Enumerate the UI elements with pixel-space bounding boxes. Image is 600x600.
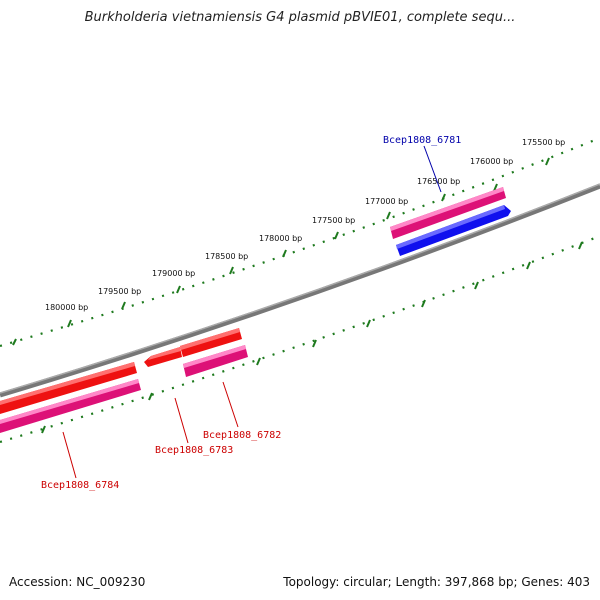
scale-label-176500: 176500 bp [417, 177, 460, 186]
scale-label-176000: 176000 bp [470, 157, 513, 166]
scale-label-175500: 175500 bp [522, 138, 565, 147]
gene-bcep1808-6781-forward[interactable] [390, 187, 506, 239]
accession-text: Accession: NC_009230 [9, 575, 146, 589]
gene-bcep1808-6784-forward[interactable] [0, 362, 137, 414]
backbone-arc-highlight [0, 183, 600, 394]
gene-label-6784[interactable]: Bcep1808_6784 [41, 480, 119, 491]
gene-bcep1808-6782-forward[interactable] [180, 328, 242, 357]
gene-bcep1808-6783[interactable] [144, 347, 182, 367]
scale-label-178500: 178500 bp [205, 252, 248, 261]
scale-label-179500: 179500 bp [98, 287, 141, 296]
gene-bcep1808-6782-reverse[interactable] [183, 345, 248, 377]
leader-line-6783 [174, 397, 189, 444]
scale-label-177000: 177000 bp [365, 197, 408, 206]
scale-label-179000: 179000 bp [152, 269, 195, 278]
map-title: Burkholderia vietnamiensis G4 plasmid pB… [84, 10, 516, 25]
outer-major-ticks [12, 157, 550, 346]
sequence-summary: Topology: circular; Length: 397,868 bp; … [283, 575, 590, 589]
leader-line-6784 [62, 431, 77, 479]
inner-tick-track [0, 234, 600, 444]
gene-bcep1808-6781[interactable] [396, 205, 511, 256]
scale-label-177500: 177500 bp [312, 216, 355, 225]
scale-label-180000: 180000 bp [45, 303, 88, 312]
backbone-arc [0, 183, 600, 398]
inner-major-ticks [41, 241, 583, 434]
gene-bcep1808-6784-reverse[interactable] [0, 379, 141, 433]
gene-label-6781[interactable]: Bcep1808_6781 [383, 135, 461, 146]
gene-label-6783[interactable]: Bcep1808_6783 [155, 445, 233, 456]
scale-label-178000: 178000 bp [259, 234, 302, 243]
leader-line-6781 [423, 145, 442, 193]
leader-line-6782 [222, 381, 239, 428]
gene-label-6782[interactable]: Bcep1808_6782 [203, 430, 281, 441]
